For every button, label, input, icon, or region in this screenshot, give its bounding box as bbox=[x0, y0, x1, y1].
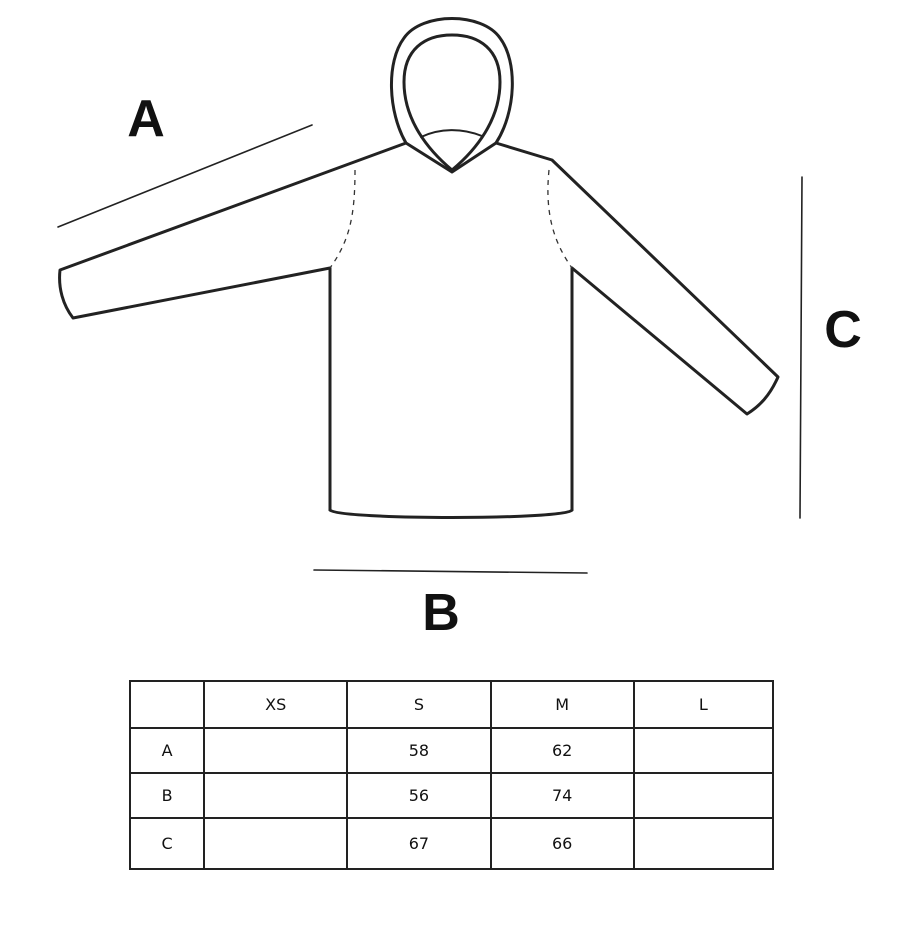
cell-c-s: 67 bbox=[346, 817, 492, 870]
left-sleeve-outline bbox=[58, 141, 408, 512]
row-label-c: C bbox=[128, 817, 206, 870]
cell-c-xs bbox=[203, 817, 349, 870]
hood-outer-outline bbox=[389, 17, 514, 174]
table-header-row: XS S M L bbox=[128, 680, 775, 729]
size-header-s: S bbox=[346, 680, 492, 729]
right-sleeve-outline bbox=[494, 141, 780, 512]
label-c: C bbox=[824, 301, 862, 359]
row-label-b: B bbox=[128, 772, 206, 819]
label-b: B bbox=[422, 584, 460, 642]
table-row: A 58 62 bbox=[128, 727, 775, 774]
cell-c-m: 66 bbox=[489, 817, 635, 870]
hoodie-measurement-diagram: A B C bbox=[57, 17, 862, 642]
cell-a-xs bbox=[203, 727, 349, 774]
cell-a-l bbox=[632, 727, 775, 774]
table-row: B 56 74 bbox=[128, 772, 775, 819]
cell-b-s: 56 bbox=[346, 772, 492, 819]
cell-b-xs bbox=[203, 772, 349, 819]
table-row: C 67 66 bbox=[128, 817, 775, 870]
size-header-xs: XS bbox=[203, 680, 349, 729]
measure-line-a bbox=[57, 124, 313, 228]
right-raglan-seam bbox=[547, 169, 573, 269]
hem-outline bbox=[328, 508, 574, 519]
cell-c-l bbox=[632, 817, 775, 870]
measure-line-b bbox=[313, 569, 588, 574]
cell-b-l bbox=[632, 772, 775, 819]
size-header-l: L bbox=[632, 680, 775, 729]
cell-a-m: 62 bbox=[489, 727, 635, 774]
label-a: A bbox=[127, 90, 165, 148]
hood-inner-outline bbox=[402, 33, 502, 172]
measure-line-c bbox=[799, 176, 803, 519]
size-header-m: M bbox=[489, 680, 635, 729]
table-corner-cell bbox=[128, 680, 206, 729]
row-label-a: A bbox=[128, 727, 206, 774]
neckline-back bbox=[420, 129, 483, 138]
cell-a-s: 58 bbox=[346, 727, 492, 774]
left-raglan-seam bbox=[329, 169, 356, 269]
cell-b-m: 74 bbox=[489, 772, 635, 819]
size-chart-table: XS S M L A 58 62 B 56 74 C 67 66 bbox=[128, 680, 775, 870]
